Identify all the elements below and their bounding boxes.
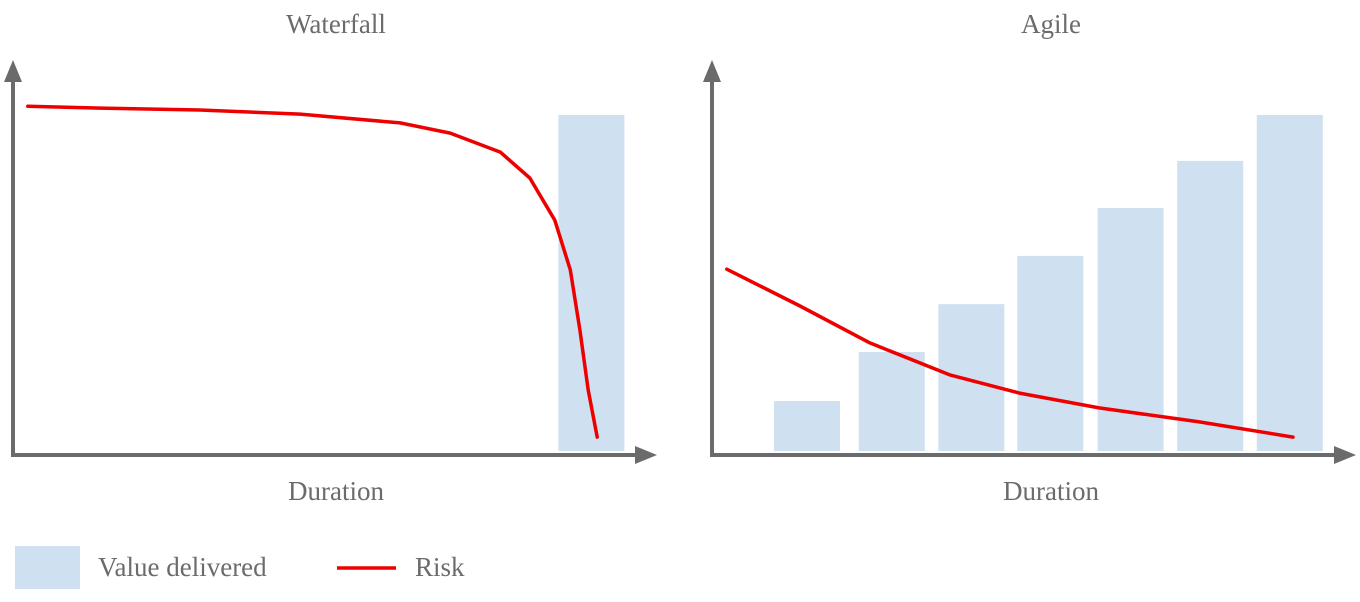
x-axis-label: Duration xyxy=(1003,476,1099,506)
bar xyxy=(858,352,925,451)
chart-title: Agile xyxy=(1021,9,1081,39)
legend-label: Value delivered xyxy=(98,552,267,582)
x-axis-label: Duration xyxy=(288,476,384,506)
axes xyxy=(4,60,1356,464)
x-axis-arrow xyxy=(635,446,657,464)
y-axis-arrow xyxy=(703,60,721,82)
chart-title: Waterfall xyxy=(286,9,386,39)
risk-line xyxy=(725,267,1295,439)
bar xyxy=(1256,114,1323,452)
bar xyxy=(938,304,1005,451)
x-axis-arrow xyxy=(1334,446,1356,464)
y-axis-arrow xyxy=(4,60,22,82)
legend: Value delivered Risk xyxy=(15,546,465,589)
bar xyxy=(558,114,625,452)
bar xyxy=(1017,255,1084,451)
legend-swatch xyxy=(15,546,80,589)
legend-label: Risk xyxy=(415,552,465,582)
bar xyxy=(1177,160,1244,451)
risk-line xyxy=(26,104,599,439)
bar xyxy=(774,401,841,451)
